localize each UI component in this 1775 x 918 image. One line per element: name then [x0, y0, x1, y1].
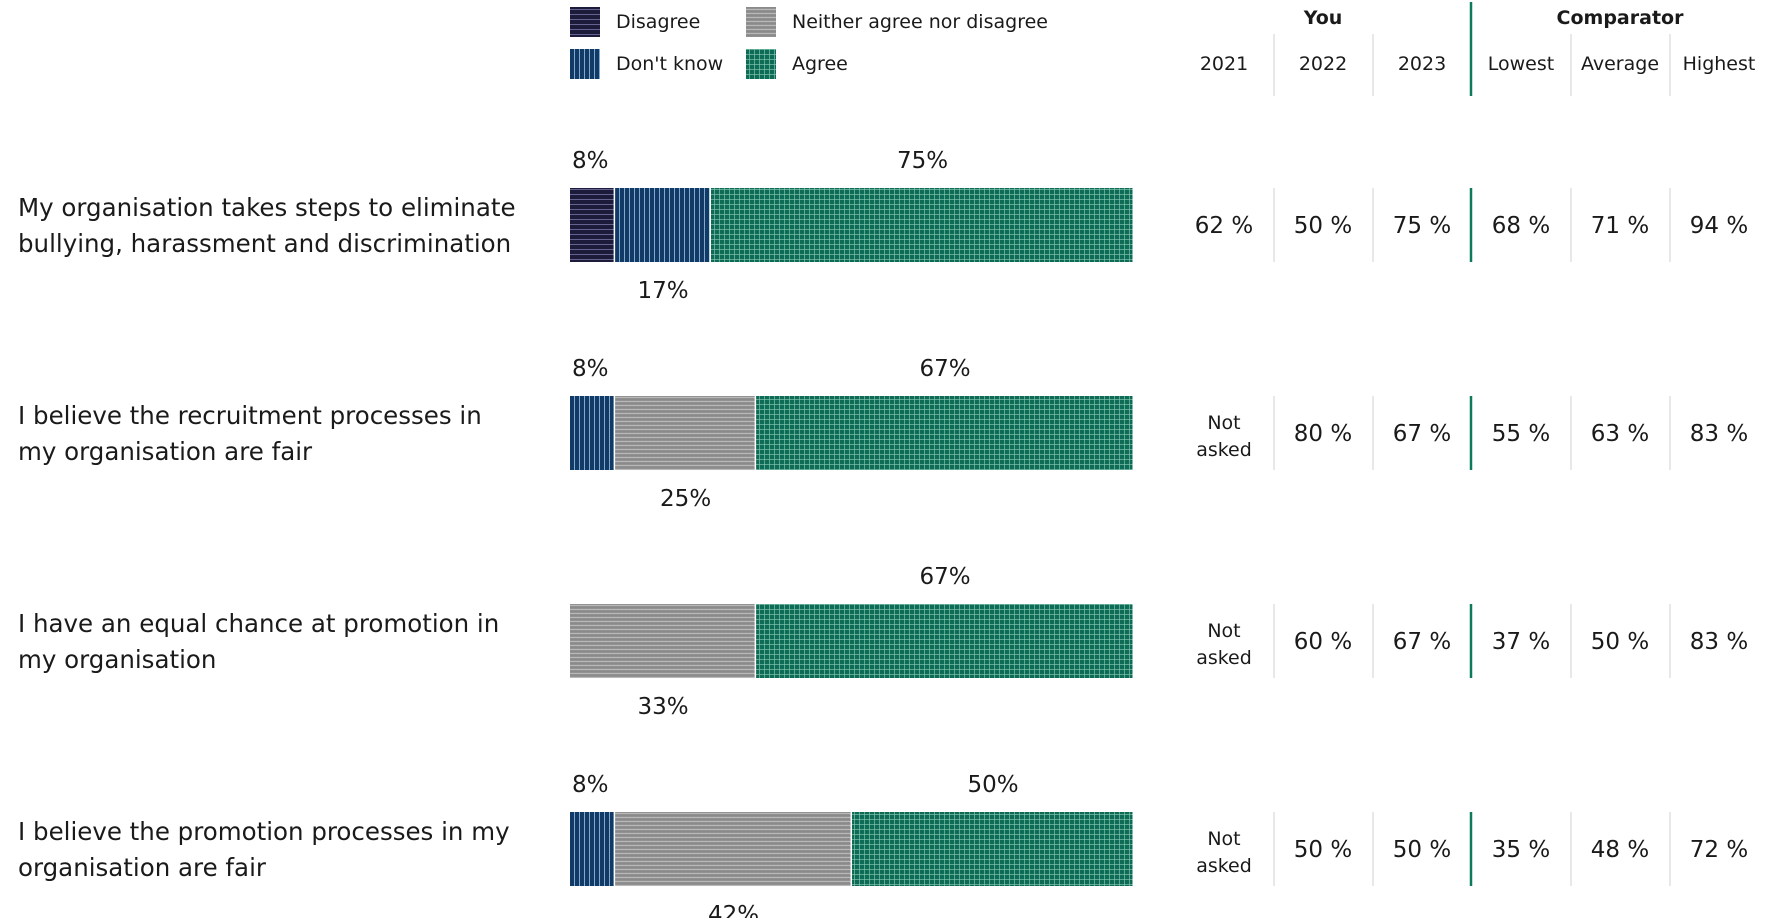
cell-r4-Lowest: 35 % [1492, 837, 1550, 863]
legend: Disagree Neither agree nor disagree Don't … [570, 7, 1048, 79]
bar-q3-neither [570, 604, 755, 678]
cell-r3-Highest: 83 % [1690, 629, 1748, 655]
bar-q1-disagree [570, 188, 614, 262]
cell-r4-2023: 50 % [1393, 837, 1451, 863]
cell-r4-Highest: 72 % [1690, 837, 1748, 863]
bar-q2-agree [756, 396, 1133, 470]
cell-r3-Lowest: 37 % [1492, 629, 1550, 655]
data-label-q1-disagree: 8% [572, 148, 609, 174]
question-1-line-2: bullying, harassment and discrimination [18, 229, 511, 258]
bar-q1-agree [711, 188, 1133, 262]
cell-r1-Average: 71 % [1591, 213, 1649, 239]
cell-r4-2021: Not asked [1196, 828, 1252, 877]
column-header-average: Average [1581, 53, 1659, 75]
question-3-line-2: my organisation [18, 645, 216, 674]
cell-r2-Lowest: 55 % [1492, 421, 1550, 447]
question-4-line-2: organisation are fair [18, 853, 267, 882]
cell-r1-2021: 62 % [1195, 213, 1253, 239]
question-4-line-1: I believe the promotion processes in my [18, 817, 510, 846]
cell-r3-Average: 50 % [1591, 629, 1649, 655]
stacked-bars: 8% 17% 75% 8% 25% 67% 33% 67% 8% 42% 50% [570, 148, 1133, 918]
legend-label-dont_know: Don't know [616, 53, 723, 75]
bar-q1-dont_know [615, 188, 710, 262]
question-1-line-1: My organisation takes steps to eliminate [18, 193, 516, 222]
cell-r3-2021: Not asked [1196, 620, 1252, 669]
legend-swatch-agree [746, 49, 776, 79]
cell-r2-2023: 67 % [1393, 421, 1451, 447]
column-header-2021: 2021 [1200, 53, 1248, 75]
bar-q4-agree [852, 812, 1133, 886]
group-header-comparator: Comparator [1557, 7, 1685, 29]
data-label-q1-agree: 75% [897, 148, 948, 174]
legend-swatch-neither [746, 7, 776, 37]
question-labels: My organisation takes steps to eliminate… [18, 193, 516, 882]
data-label-q1-dont_know: 17% [637, 278, 688, 304]
legend-label-neither: Neither agree nor disagree [792, 11, 1048, 33]
comparison-table: You Comparator 2021 2022 2023 Lowest Average Hi… [1195, 2, 1756, 886]
data-label-q3-agree: 67% [919, 564, 970, 590]
bar-q4-dont_know [570, 812, 614, 886]
cell-r1-2022: 50 % [1294, 213, 1352, 239]
data-label-q2-agree: 67% [919, 356, 970, 382]
cell-r4-2022: 50 % [1294, 837, 1352, 863]
bar-q3-agree [756, 604, 1133, 678]
data-label-q4-dont_know: 8% [572, 772, 609, 798]
cell-r2-2021: Not asked [1196, 412, 1252, 461]
cell-r2-Average: 63 % [1591, 421, 1649, 447]
bar-q2-neither [615, 396, 755, 470]
data-label-q2-neither: 25% [660, 486, 711, 512]
question-3-line-1: I have an equal chance at promotion in [18, 609, 499, 638]
column-header-highest: Highest [1683, 53, 1756, 75]
column-header-2022: 2022 [1299, 53, 1347, 75]
cell-r3-2023: 67 % [1393, 629, 1451, 655]
question-2-line-2: my organisation are fair [18, 437, 313, 466]
data-label-q4-neither: 42% [708, 902, 759, 918]
legend-swatch-disagree [570, 7, 600, 37]
cell-r1-Highest: 94 % [1690, 213, 1748, 239]
legend-label-agree: Agree [792, 53, 848, 75]
cell-r1-2023: 75 % [1393, 213, 1451, 239]
data-label-q2-dont_know: 8% [572, 356, 609, 382]
cell-r3-2022: 60 % [1294, 629, 1352, 655]
cell-r2-Highest: 83 % [1690, 421, 1748, 447]
data-label-q3-neither: 33% [637, 694, 688, 720]
bar-q2-dont_know [570, 396, 614, 470]
cell-r2-2022: 80 % [1294, 421, 1352, 447]
legend-label-disagree: Disagree [616, 11, 700, 33]
group-header-you: You [1303, 7, 1343, 29]
column-header-lowest: Lowest [1488, 53, 1554, 75]
legend-swatch-dont_know [570, 49, 600, 79]
data-label-q4-agree: 50% [967, 772, 1018, 798]
question-2-line-1: I believe the recruitment processes in [18, 401, 482, 430]
column-header-2023: 2023 [1398, 53, 1446, 75]
bar-q4-neither [615, 812, 851, 886]
cell-r4-Average: 48 % [1591, 837, 1649, 863]
cell-r1-Lowest: 68 % [1492, 213, 1550, 239]
